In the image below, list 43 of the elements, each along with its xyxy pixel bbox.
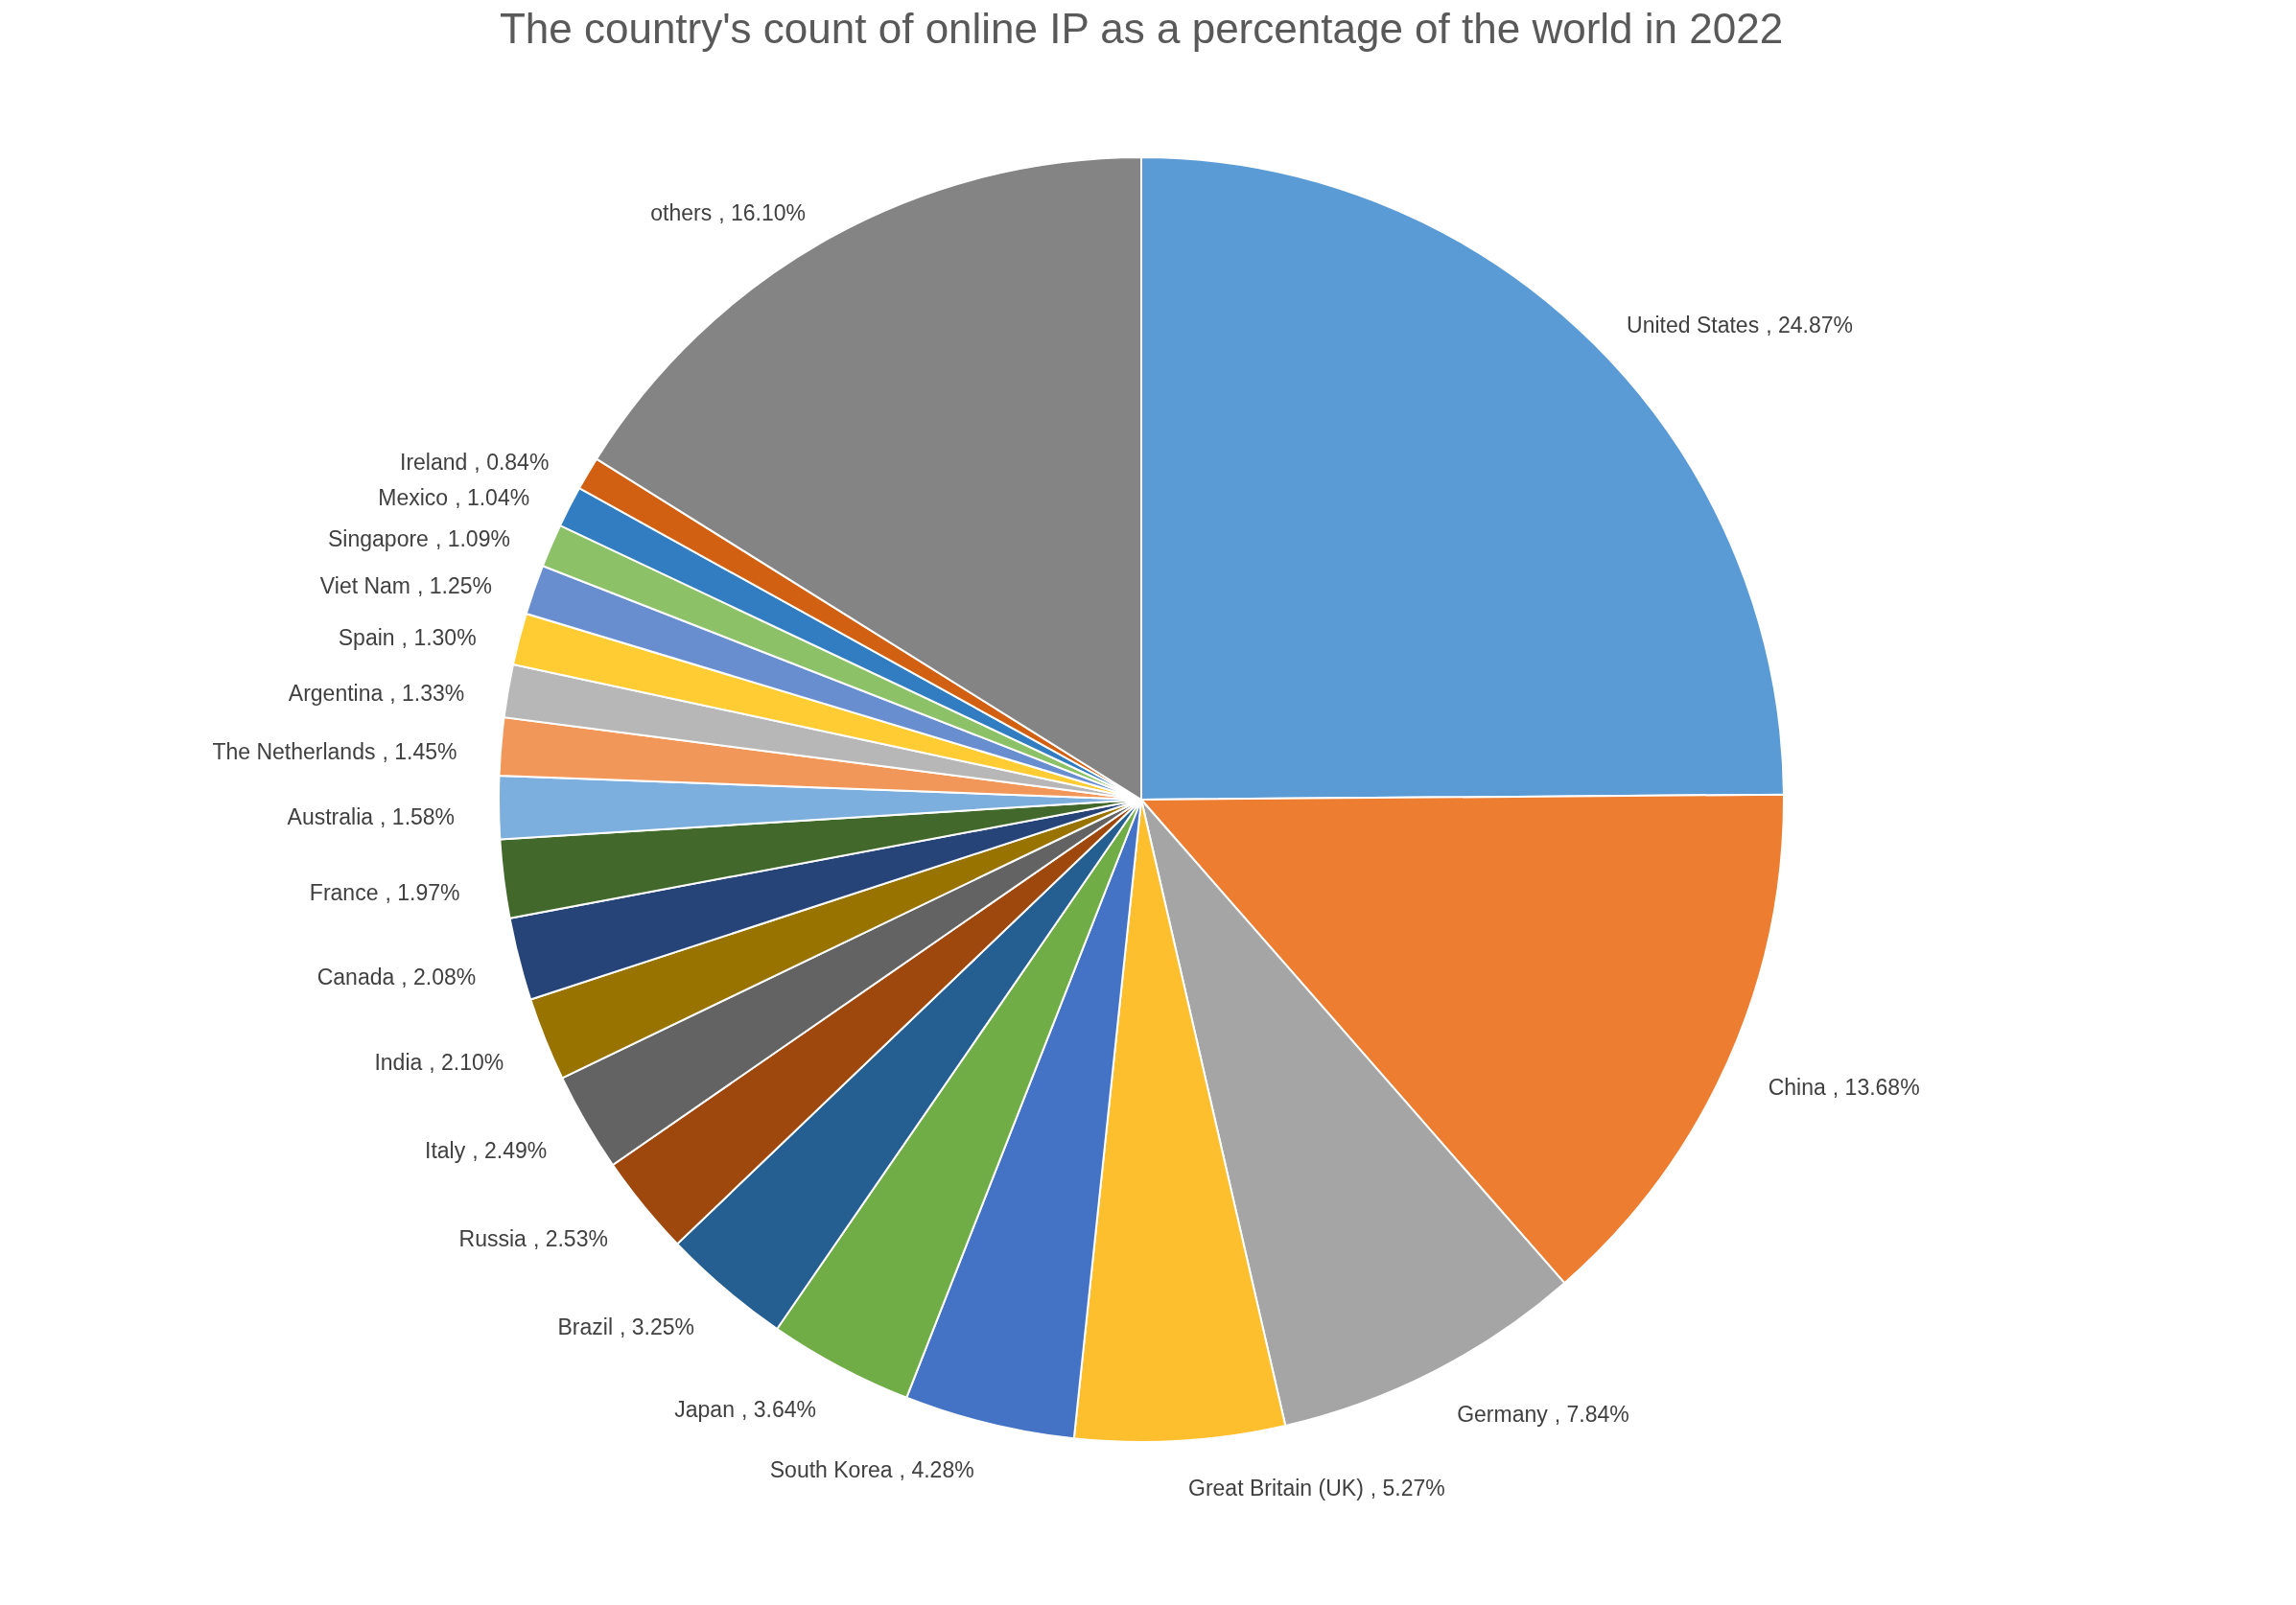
data-label: , 0.84% (474, 450, 550, 476)
data-label: , 24.87% (1766, 312, 1853, 337)
chart-title: The country's count of online IP as a percentage of the world in 2022 (499, 5, 1784, 52)
slice-label: Canada (316, 965, 395, 990)
data-label: , 1.33% (389, 680, 465, 706)
slice-label: India (374, 1049, 423, 1075)
data-label: , 1.58% (380, 803, 456, 829)
slice-label: South Korea (769, 1456, 893, 1482)
data-label: , 1.04% (455, 485, 530, 511)
slice-label: France (309, 879, 379, 905)
slice-label: The Netherlands (212, 739, 376, 765)
slice-label: Great Britain (UK) (1188, 1475, 1364, 1500)
slice-label: others (650, 199, 713, 225)
data-label: , 3.64% (740, 1397, 816, 1423)
slice-label: Japan (674, 1397, 735, 1423)
data-label: , 2.08% (401, 965, 477, 990)
data-label: , 1.30% (401, 625, 477, 651)
data-label: , 16.10% (718, 199, 806, 225)
slice-label: Mexico (378, 485, 449, 511)
slice-label: Ireland (400, 450, 468, 476)
slice-label: United States (1627, 312, 1760, 337)
data-label: , 2.49% (472, 1137, 548, 1163)
data-label: , 7.84% (1554, 1402, 1629, 1428)
data-label: , 2.10% (429, 1049, 504, 1075)
data-label: , 5.27% (1370, 1475, 1445, 1500)
slice-label: Spain (338, 625, 395, 651)
data-label: , 13.68% (1832, 1074, 1920, 1100)
data-label: , 2.53% (532, 1225, 608, 1251)
data-label: , 4.28% (899, 1456, 974, 1482)
data-label: , 3.25% (620, 1314, 695, 1339)
slice-label: Viet Nam (319, 572, 411, 598)
data-label: , 1.97% (385, 879, 460, 905)
data-label: , 1.09% (434, 526, 510, 552)
slice-label: Argentina (288, 680, 384, 706)
slice-label: Russia (458, 1225, 527, 1251)
slice-label: Brazil (557, 1314, 614, 1339)
slice-label: China (1768, 1074, 1827, 1100)
slice-label: Italy (425, 1137, 466, 1163)
data-label: , 1.25% (417, 572, 493, 598)
slice-label: Germany (1457, 1402, 1549, 1428)
data-label: , 1.45% (382, 739, 457, 765)
slice-label: Australia (287, 803, 374, 829)
slice-label: Singapore (328, 526, 429, 552)
